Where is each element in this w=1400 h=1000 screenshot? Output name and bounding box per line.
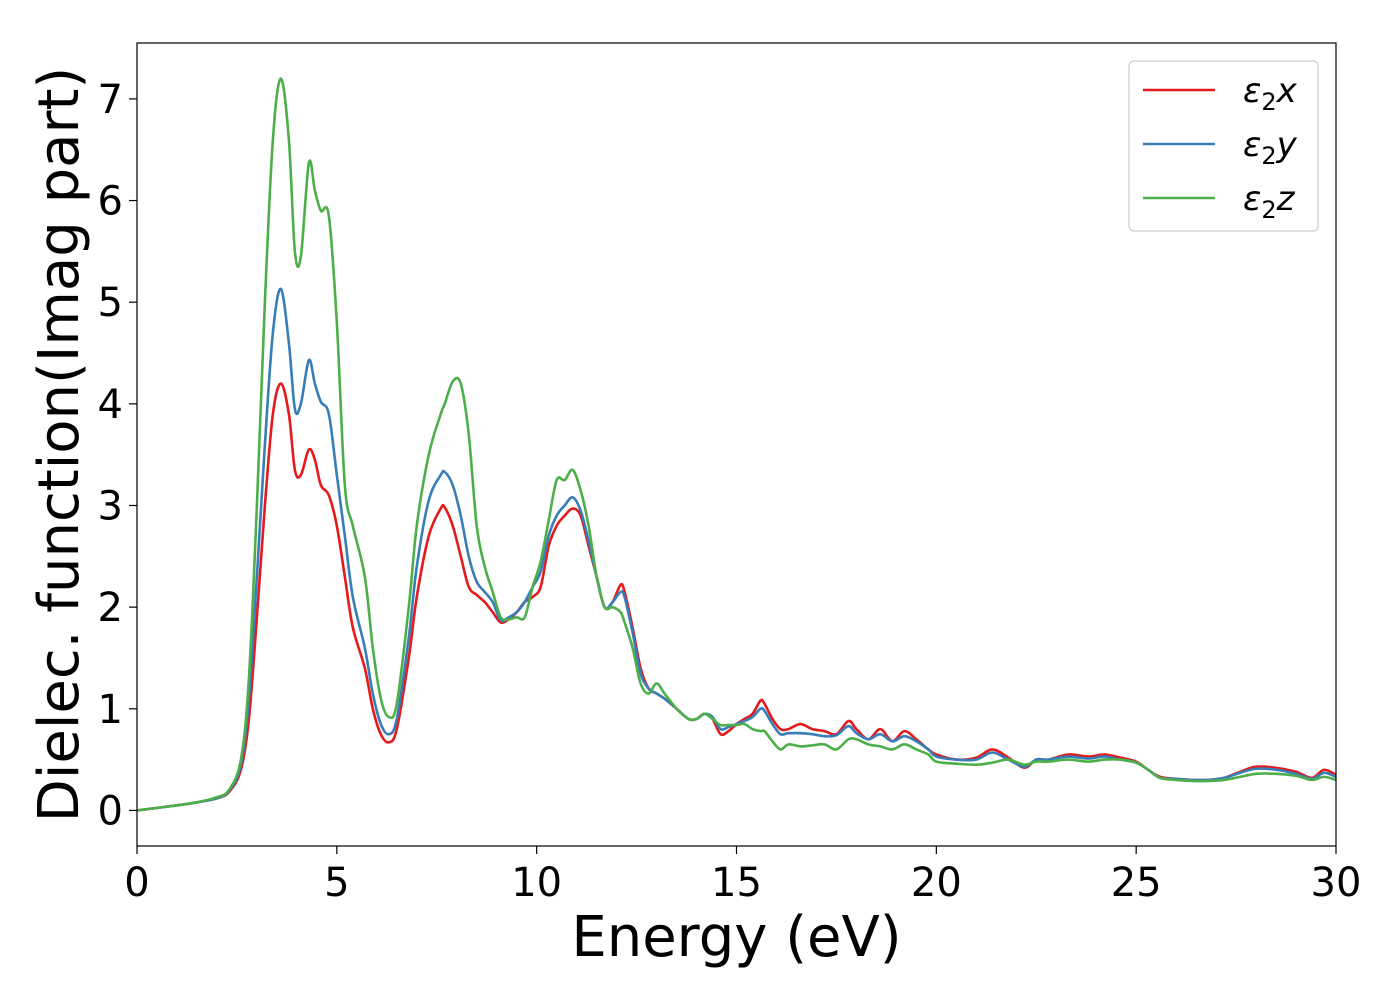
series-line-y — [137, 287, 1336, 812]
legend: ε2x ε2y ε2z — [1128, 60, 1319, 232]
y-tick-label: 4 — [98, 382, 123, 428]
x-tick-label: 5 — [324, 860, 349, 906]
x-tick-label: 15 — [711, 860, 762, 906]
x-axis-ticks: 0 5 10 15 20 25 30 — [124, 846, 1361, 906]
y-tick-label: 1 — [98, 687, 123, 733]
y-tick-label: 6 — [98, 179, 123, 225]
y-tick-label: 3 — [98, 483, 123, 529]
x-tick-label: 0 — [124, 860, 149, 906]
series-layer — [137, 77, 1336, 812]
legend-label-y: ε2y — [1243, 125, 1298, 170]
y-tick-label: 7 — [98, 77, 123, 123]
x-tick-label: 20 — [911, 860, 962, 906]
y-axis-title: Dielec. function(Imag part) — [27, 67, 92, 823]
x-tick-label: 30 — [1311, 860, 1362, 906]
legend-label-x: ε2x — [1243, 71, 1298, 116]
x-tick-label: 25 — [1111, 860, 1162, 906]
y-tick-label: 0 — [98, 788, 123, 834]
series-line-z — [137, 77, 1336, 812]
x-tick-label: 10 — [511, 860, 562, 906]
legend-label-z: ε2z — [1243, 179, 1296, 224]
series-line-x — [137, 382, 1336, 812]
y-tick-label: 2 — [98, 585, 123, 631]
y-axis-ticks: 0 1 2 3 4 5 6 7 — [98, 77, 137, 834]
x-axis-title: Energy (eV) — [571, 905, 901, 970]
legend-box — [1128, 60, 1319, 232]
y-tick-label: 5 — [98, 280, 123, 326]
